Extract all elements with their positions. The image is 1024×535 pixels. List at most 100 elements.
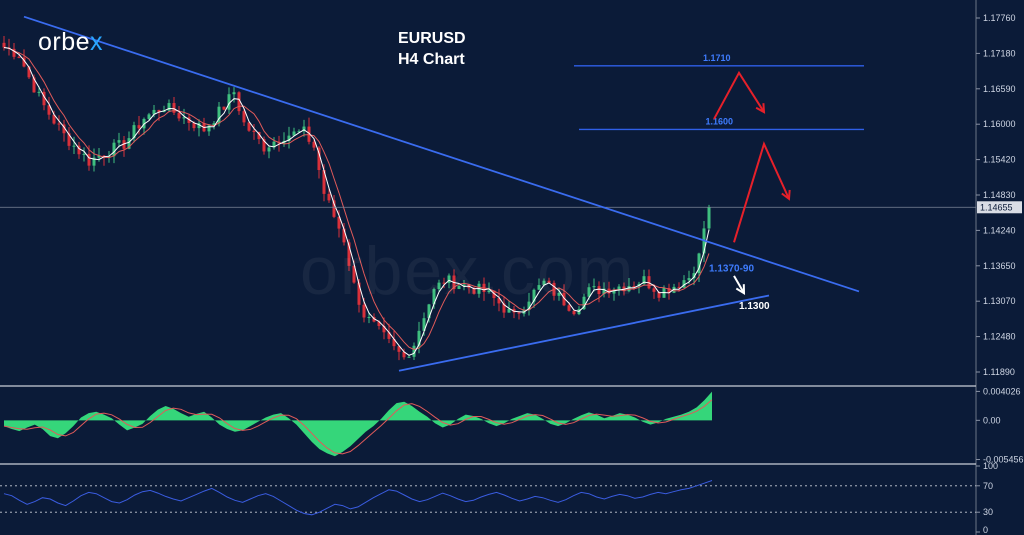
candle-body (587, 287, 591, 297)
candle-body (512, 308, 516, 313)
logo-suffix: x (90, 28, 104, 56)
candle-body (687, 278, 691, 281)
candle-body (542, 280, 546, 286)
candle-body (292, 131, 296, 136)
candle-body (2, 42, 6, 48)
price-axis-tick-label: 1.12480 (983, 332, 1016, 342)
candle-body (47, 105, 51, 115)
candle-body (17, 56, 21, 58)
candle-body (537, 285, 541, 290)
candle-body (442, 282, 446, 284)
candle-body (257, 131, 261, 140)
candle-body (667, 287, 671, 293)
candle-body (317, 147, 321, 171)
candle-body (562, 293, 566, 306)
moving-average-fast (3, 47, 710, 356)
red-arrow-head (781, 189, 791, 201)
candle-body (672, 286, 676, 293)
candle-body (352, 265, 356, 283)
candle-body (337, 216, 341, 229)
candle-body (457, 285, 461, 290)
candle-body (492, 290, 496, 299)
candle-body (532, 289, 536, 302)
candle-body (222, 106, 226, 110)
candle-body (697, 253, 701, 274)
white-arrow-path (733, 275, 745, 294)
candle-body (692, 273, 696, 279)
candle-body (612, 289, 616, 294)
price-axis-tick-label: 1.17180 (983, 48, 1016, 58)
candle-body (582, 296, 586, 310)
candle-body (572, 310, 576, 315)
logo-prefix: orbe (38, 28, 91, 56)
candle-body (232, 92, 236, 95)
candle-body (192, 122, 196, 129)
candle-body (647, 276, 651, 289)
rsi-axis-tick-label: 0 (983, 525, 988, 535)
price-axis-tick-label: 1.15420 (983, 155, 1016, 165)
candle-body (332, 200, 336, 217)
candle-body (297, 131, 301, 133)
red-arrow-path (713, 70, 765, 120)
chart-title-timeframe: H4 Chart (398, 51, 465, 68)
candle-body (52, 114, 56, 124)
candle-body (177, 112, 181, 119)
candle-body (182, 117, 186, 119)
macd-signal-line (3, 399, 713, 455)
candle-body (152, 109, 156, 115)
candle-body (472, 287, 476, 294)
candle-body (87, 153, 91, 166)
candle-body (22, 57, 26, 67)
candle-body (462, 284, 466, 286)
candle-body (92, 157, 96, 166)
candle-body (287, 135, 291, 142)
candle-body (207, 125, 211, 132)
candle-body (227, 94, 231, 110)
candle-body (432, 289, 436, 305)
candle-body (507, 308, 511, 313)
candle-body (557, 293, 561, 296)
candle-body (217, 106, 221, 124)
candle-body (447, 275, 451, 283)
candle-body (437, 282, 441, 290)
candle-body (677, 286, 681, 288)
price-annotation: 1.1370-90 (709, 263, 754, 274)
candle-body (62, 124, 66, 134)
candle-body (312, 141, 316, 148)
candle-body (117, 140, 121, 143)
price-axis-tick-label: 1.13070 (983, 296, 1016, 306)
candle-body (682, 280, 686, 288)
macd-axis-tick-label: 0.00 (983, 415, 1001, 425)
candle-body (57, 123, 61, 125)
candle-body (367, 316, 371, 318)
candle-body (592, 286, 596, 288)
candle-body (12, 48, 16, 57)
candle-body (252, 130, 256, 132)
candle-body (397, 346, 401, 352)
candle-body (417, 330, 421, 346)
trendline-support (398, 294, 770, 372)
candle-body (172, 103, 176, 113)
price-axis-tick-label: 1.14830 (983, 190, 1016, 200)
price-annotation: 1.1300 (739, 301, 770, 312)
price-axis-tick-label: 1.16000 (983, 119, 1016, 129)
candle-body (27, 66, 31, 78)
candle-body (642, 276, 646, 284)
candle-body (357, 282, 361, 305)
candle-body (112, 142, 116, 157)
trendline-resistance (23, 15, 860, 293)
level-label: 1.1710 (703, 53, 731, 63)
rsi-axis-tick-label: 70 (983, 481, 993, 491)
candle-body (632, 286, 636, 288)
candle-body (407, 356, 411, 358)
candle-body (657, 291, 661, 298)
candle-body (157, 109, 161, 113)
chart-title-symbol: EURUSD (398, 30, 466, 47)
price-axis-tick-label: 1.14240 (983, 225, 1016, 235)
candle-body (362, 304, 366, 318)
moving-average-slow (3, 47, 710, 351)
candle-body (302, 126, 306, 132)
red-arrow-head (755, 103, 766, 114)
